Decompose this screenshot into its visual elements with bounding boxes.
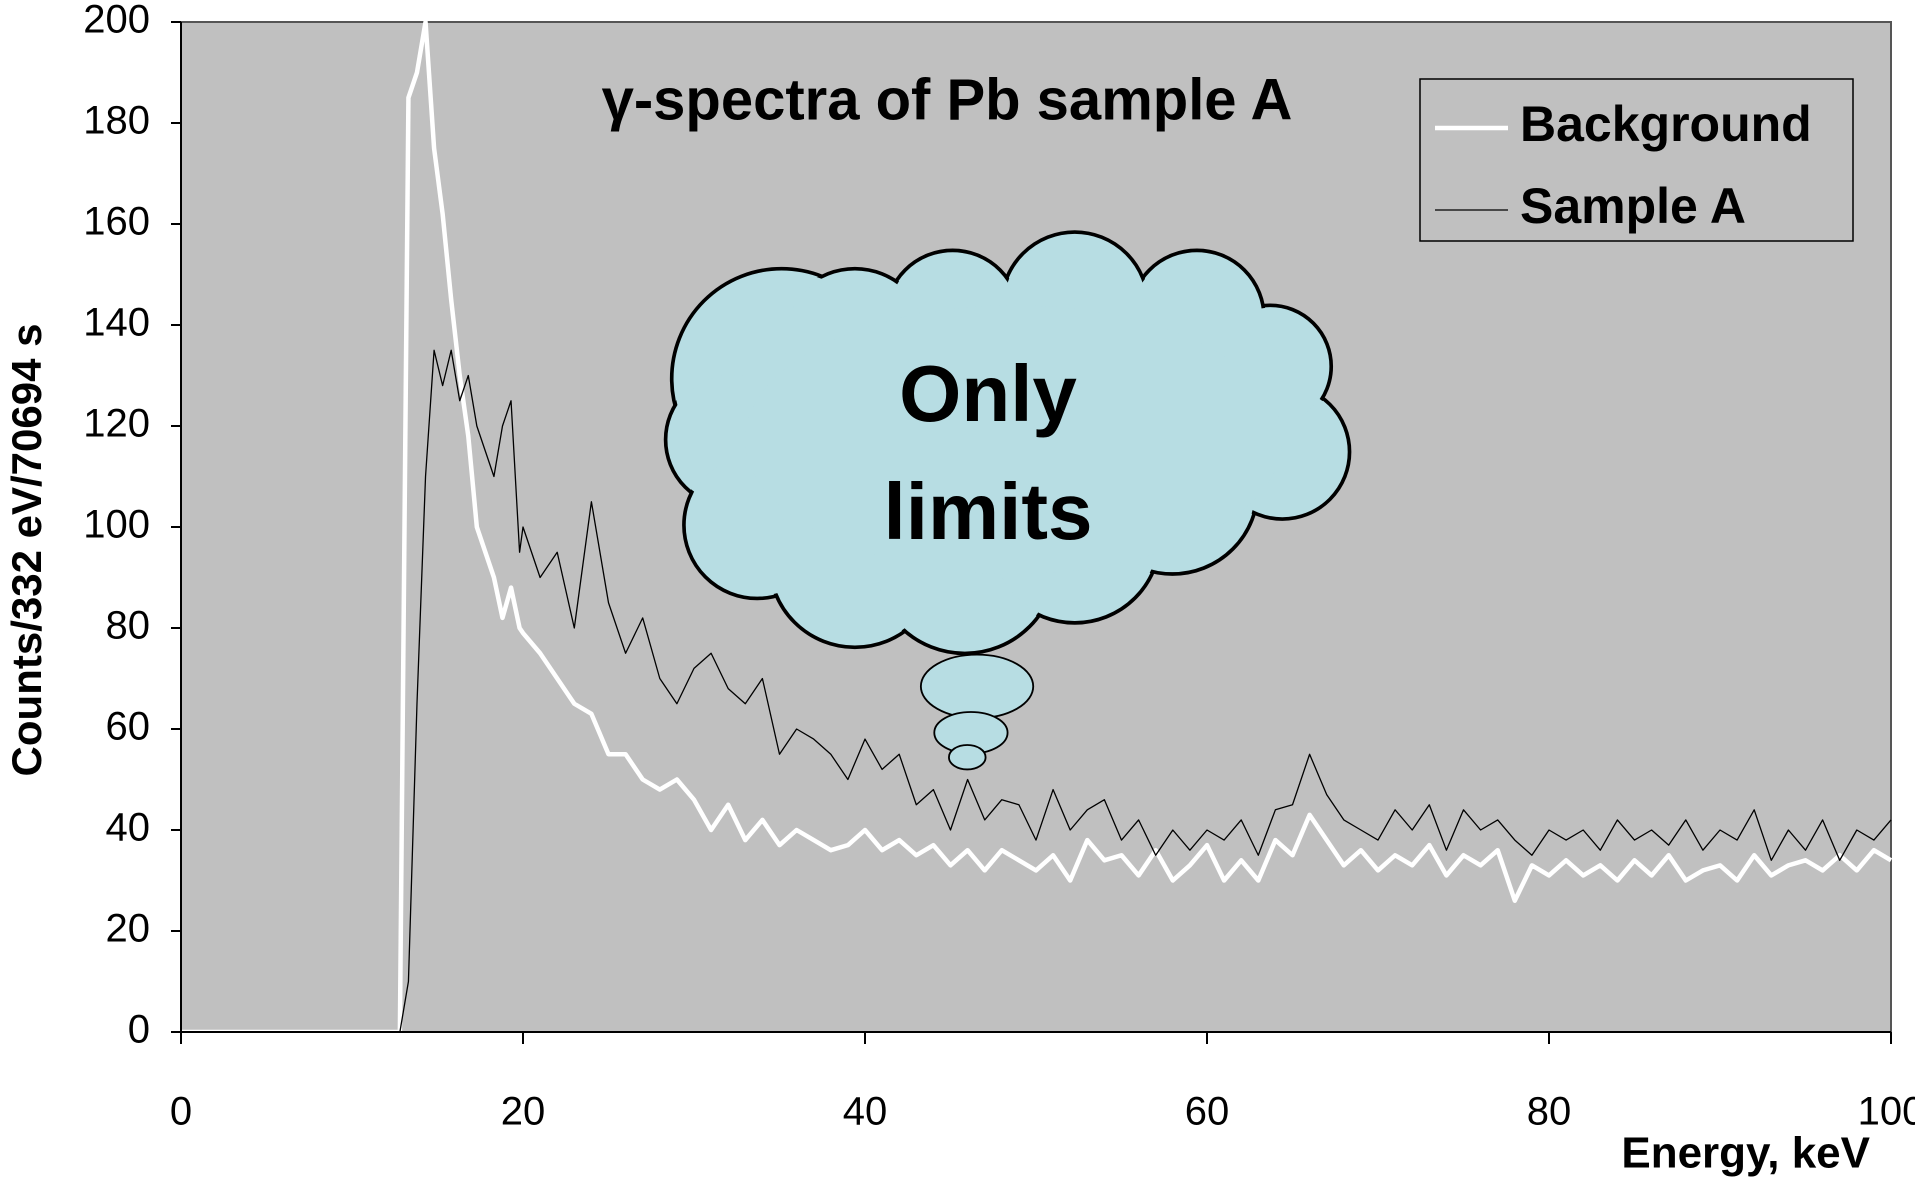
x-tick-label: 100 — [1858, 1090, 1915, 1134]
legend: Background Sample A — [1419, 78, 1854, 242]
series-line — [181, 349, 1892, 1033]
x-tick-label: 20 — [501, 1090, 546, 1134]
y-tick-label: 100 — [83, 503, 150, 547]
chart-title: γ-spectra of Pb sample A — [602, 67, 1293, 132]
y-tick-label: 0 — [128, 1008, 150, 1052]
annotation: Only — [899, 349, 1077, 438]
y-tick-label: 180 — [83, 99, 150, 143]
y-tick-label: 40 — [106, 806, 151, 850]
legend-label: Sample A — [1520, 178, 1746, 234]
y-tick-label: 80 — [106, 604, 151, 648]
series-line — [181, 19, 1893, 1035]
x-axis-label: Energy, keV — [1621, 1129, 1870, 1178]
legend-box — [1419, 78, 1854, 242]
x-tick-label: 60 — [1185, 1090, 1230, 1134]
y-tick-label: 20 — [106, 907, 151, 951]
thought-cloud — [663, 230, 1352, 771]
y-axis-label: Counts/332 eV/70694 s — [3, 324, 50, 777]
y-tick-label: 140 — [83, 301, 150, 345]
y-tick-label: 160 — [83, 200, 150, 244]
y-tick-label: 200 — [83, 0, 150, 42]
x-tick-label: 40 — [843, 1090, 888, 1134]
legend-label: Background — [1520, 96, 1812, 152]
y-tick-label: 120 — [83, 402, 150, 446]
x-tick-label: 0 — [170, 1090, 192, 1134]
x-tick-label: 80 — [1527, 1090, 1572, 1134]
annotation: limits — [884, 467, 1093, 556]
y-tick-label: 60 — [106, 705, 151, 749]
